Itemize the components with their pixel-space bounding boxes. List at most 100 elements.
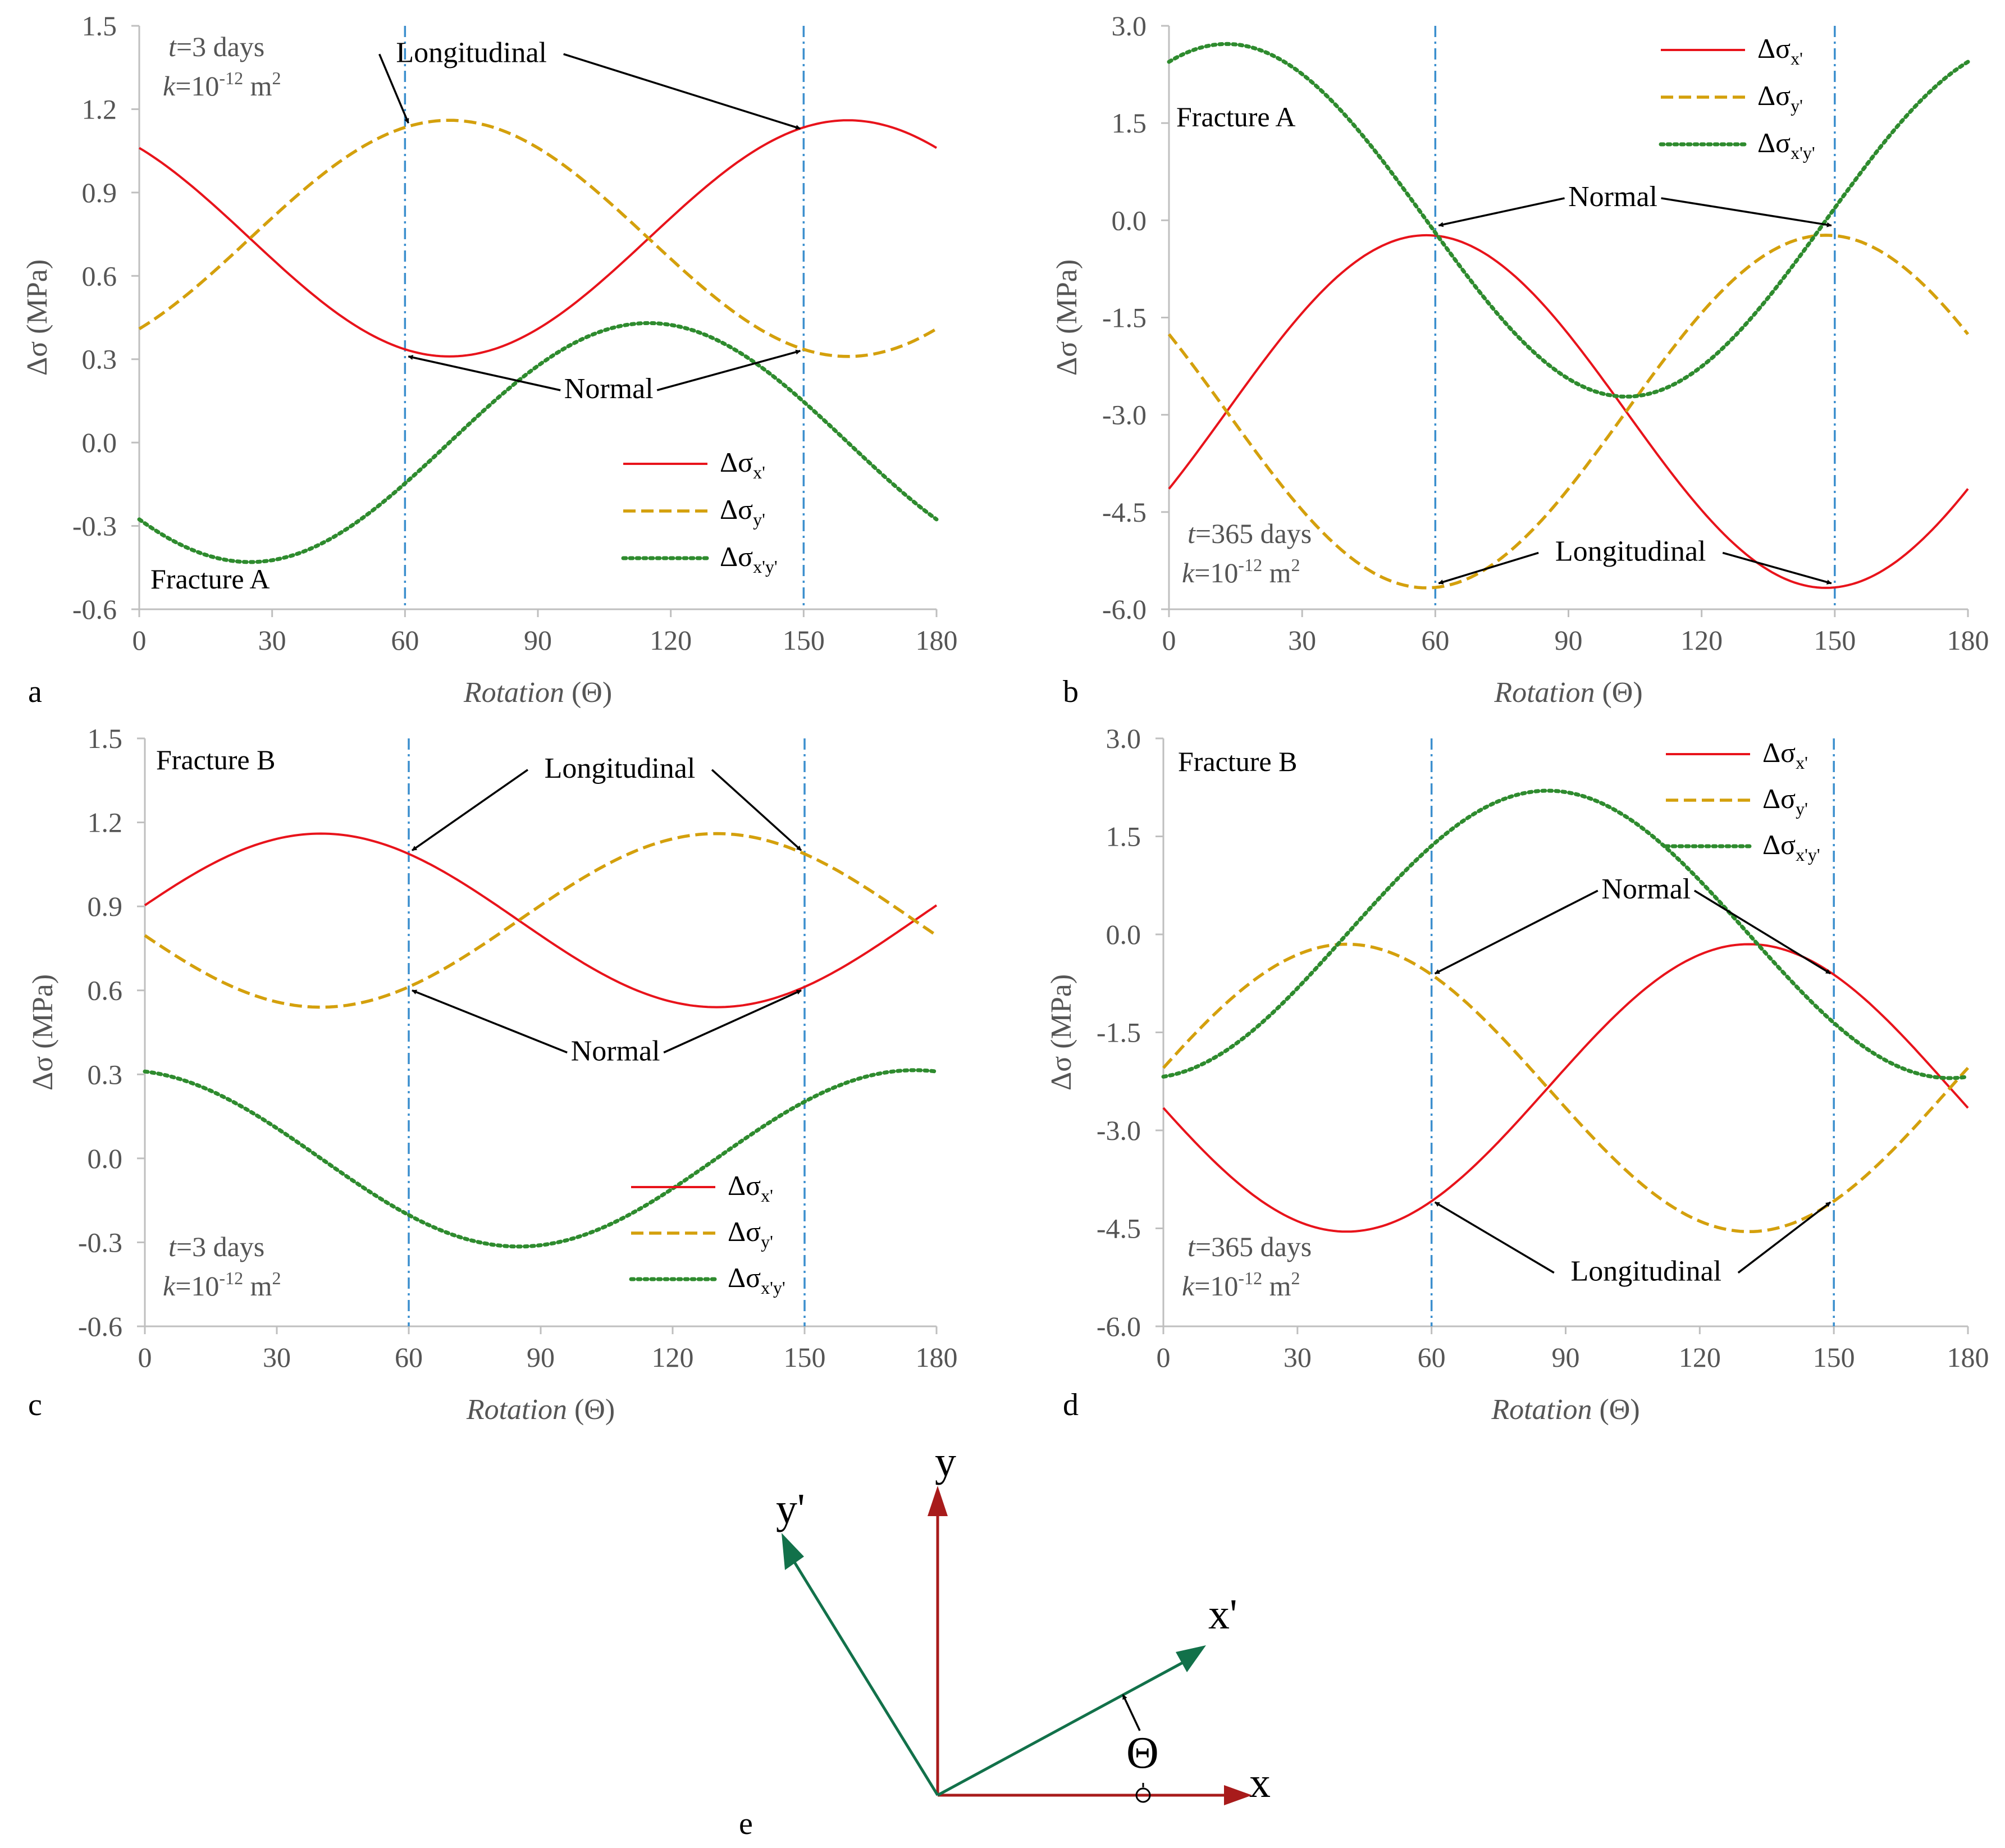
x-axis-label-italic: Rotation	[463, 677, 564, 709]
permeability-exponent: -12	[219, 1268, 243, 1288]
time-annotation: t=365 days	[1188, 1231, 1312, 1262]
legend-subscript: x'y'	[753, 556, 778, 577]
y-tick-label: 0.0	[82, 427, 117, 458]
callout-label: Longitudinal	[1570, 1256, 1721, 1288]
callout-arrow	[663, 989, 802, 1053]
permeability-exponent: -12	[219, 68, 243, 88]
permeability-symbol: k	[163, 70, 176, 102]
x-tick-label: 120	[1680, 624, 1723, 656]
x-axis-label: Rotation (Θ)	[1494, 677, 1642, 709]
panel-label: d	[1063, 1388, 1079, 1422]
y-tick-label: -1.5	[1102, 302, 1147, 334]
callout-arrow	[1434, 1201, 1555, 1274]
callout-arrow	[378, 53, 409, 124]
x-tick-label: 150	[1814, 624, 1856, 656]
legend-symbol: Δσ	[1762, 829, 1796, 860]
time-value: =3 days	[176, 31, 264, 62]
time-value: =3 days	[176, 1231, 264, 1262]
x-tick-label: 60	[395, 1341, 423, 1373]
permeability-annotation: k=10-12 m2	[163, 1268, 281, 1302]
permeability-value: =10	[175, 70, 219, 102]
panel-label: b	[1063, 674, 1079, 709]
time-symbol: t	[168, 1231, 177, 1262]
series-line-sigma-x	[1162, 943, 1969, 1233]
legend-subscript: y'	[1796, 798, 1808, 819]
permeability-annotation: k=10-12 m2	[1182, 1268, 1300, 1302]
theta-origin-circle	[1135, 1787, 1151, 1803]
permeability-unit: m	[243, 1270, 272, 1302]
y-tick-label: -0.3	[78, 1226, 122, 1258]
legend-symbol: Δσ	[720, 541, 753, 572]
x-axis-label-unit: (Θ)	[1592, 1394, 1639, 1426]
permeability-annotation: k=10-12 m2	[163, 68, 281, 102]
charts-group: 0 30 60 90 120 150 180 -0.6 -0.3 0.0 0.3 0.6 0.9 1.2 1…	[21, 10, 1989, 1426]
legend-entry: Δσy'	[720, 494, 765, 530]
chart-panel-d: 0 30 60 90 120 150 180 -6.0 -4.5 -3.0 -1.5 0.0 1.5 3.…	[1045, 723, 1989, 1426]
x-tick-label: 30	[263, 1341, 291, 1373]
x-prime-axis-arrow	[937, 1660, 1185, 1797]
callout-arrow	[1737, 1201, 1832, 1274]
y-tick-label: 1.2	[88, 807, 123, 838]
permeability-exponent: -12	[1238, 555, 1262, 575]
legend-symbol: Δσ	[720, 494, 753, 525]
time-symbol: t	[1188, 518, 1196, 549]
callout-label: Normal	[564, 373, 654, 405]
y-tick-label: 0.9	[88, 891, 123, 922]
x-tick-label: 60	[1418, 1341, 1446, 1373]
legend-subscript: y'	[761, 1231, 773, 1252]
y-tick-label: -4.5	[1102, 496, 1147, 528]
time-annotation: t=365 days	[1188, 518, 1312, 549]
x-tick-label: 120	[1679, 1341, 1721, 1373]
y-tick-label: 0.3	[82, 344, 117, 375]
x-tick-label: 60	[1421, 624, 1449, 656]
chart-panel-a: 0 30 60 90 120 150 180 -0.6 -0.3 0.0 0.3 0.6 0.9 1.2 1…	[21, 10, 958, 709]
callout-label: Longitudinal	[545, 752, 696, 784]
y-tick-label: -6.0	[1102, 594, 1147, 625]
x-axis-label: Rotation (Θ)	[466, 1394, 615, 1426]
legend-entry: Δσy'	[1757, 80, 1803, 116]
x-axis-label: x	[1249, 1759, 1271, 1806]
series-line-sigma-y	[1162, 942, 1970, 1234]
x-axis-label-unit: (Θ)	[1595, 677, 1642, 709]
series-line-sigma-y	[1167, 234, 1970, 590]
permeability-unit: m	[1262, 1270, 1291, 1302]
panel-label: a	[28, 674, 42, 709]
x-tick-label: 150	[784, 1341, 826, 1373]
legend-subscript: y'	[753, 509, 765, 530]
legend-subscript: x'	[753, 462, 765, 482]
series-line-sigma-y	[144, 832, 938, 1009]
y-tick-label: -0.6	[78, 1311, 122, 1342]
legend-subscript: x'	[761, 1185, 773, 1206]
fracture-label: Fracture B	[1178, 746, 1297, 777]
series-line-sigma-xy	[143, 1068, 939, 1249]
callout-arrow	[411, 769, 529, 851]
time-symbol: t	[1188, 1231, 1196, 1262]
permeability-exponent: -12	[1238, 1268, 1262, 1288]
x-tick-label: 120	[652, 1341, 694, 1373]
permeability-annotation: k=10-12 m2	[1182, 555, 1300, 588]
legend-subscript: x'y'	[761, 1277, 785, 1298]
callout-arrow	[563, 53, 801, 130]
time-annotation: t=3 days	[168, 31, 264, 62]
permeability-unit: m	[1262, 557, 1291, 588]
x-tick-label: 90	[527, 1341, 555, 1373]
permeability-unit-square: 2	[1291, 555, 1300, 575]
series-line-sigma-xy	[1167, 42, 1970, 399]
permeability-symbol: k	[163, 1270, 176, 1302]
y-tick-label: 3.0	[1112, 10, 1147, 42]
x-axis-label-italic: Rotation	[1491, 1394, 1592, 1426]
legend-symbol: Δσ	[1762, 737, 1796, 768]
y-tick-label: 1.2	[82, 93, 117, 125]
y-tick-label: -4.5	[1097, 1213, 1141, 1244]
callout-arrow	[656, 349, 801, 391]
x-tick-label: 30	[258, 624, 286, 656]
callout-arrow	[1693, 889, 1832, 975]
legend-entry: Δσy'	[1762, 783, 1808, 819]
callout-arrow	[412, 989, 568, 1053]
x-tick-label: 120	[650, 624, 692, 656]
series-line-sigma-x	[1168, 234, 1969, 589]
axes-rotation-diagram: x y x' y' Θe	[739, 1438, 1271, 1841]
x-tick-label: 180	[916, 1341, 958, 1373]
x-tick-label: 0	[133, 624, 147, 656]
